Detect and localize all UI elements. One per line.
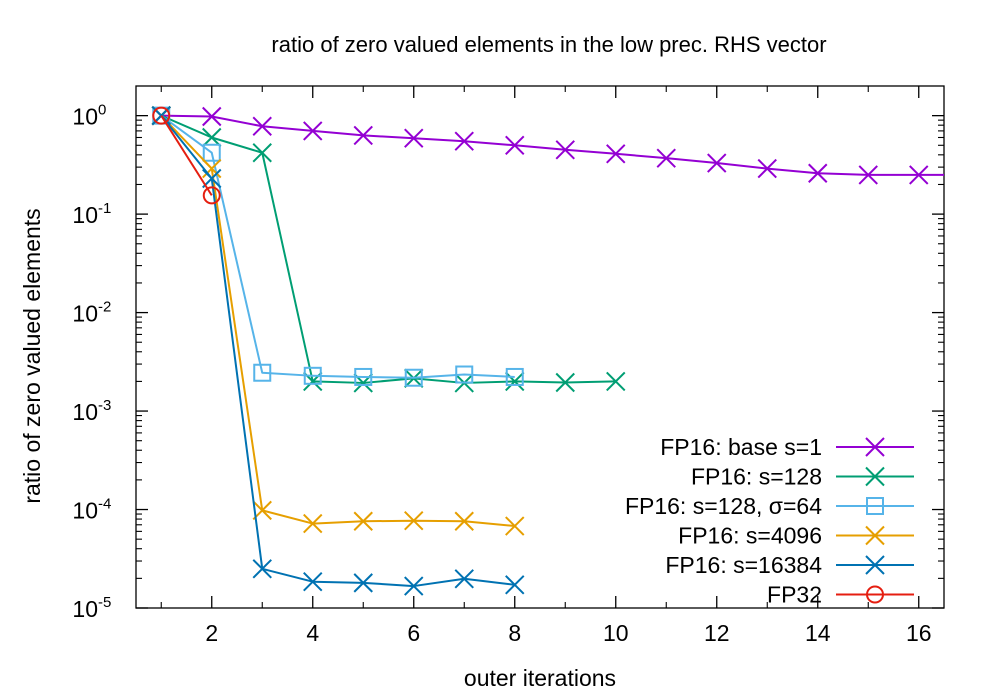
- legend-label: FP16: s=128, σ=64: [625, 493, 822, 519]
- x-tick-label: 12: [704, 620, 730, 646]
- legend-entry: FP16: s=4096: [678, 523, 914, 549]
- series-5: [152, 106, 221, 205]
- series-layer: [151, 105, 944, 596]
- series-line: [161, 114, 944, 176]
- data-point: [656, 148, 676, 168]
- data-point: [808, 163, 828, 183]
- data-point: [404, 128, 424, 148]
- x-tick-label: 14: [805, 620, 831, 646]
- legend-entry: FP16: s=16384: [665, 552, 914, 578]
- series-line: [160, 114, 515, 379]
- data-point: [707, 153, 727, 173]
- data-point: [252, 116, 272, 136]
- series-line: [160, 115, 515, 588]
- x-axis: 2 4 6 8 10 12 14 16: [160, 86, 932, 646]
- legend-label: FP32: [767, 582, 822, 608]
- data-point: [505, 575, 525, 595]
- data-point: [303, 366, 322, 385]
- data-point: [353, 125, 373, 146]
- chart-title: ratio of zero valued elements in the low…: [271, 32, 826, 57]
- data-point: [909, 165, 929, 185]
- data-point: [404, 368, 423, 387]
- y-tick-exponent: -2: [98, 299, 111, 316]
- legend-marker: [865, 437, 885, 457]
- y-axis-label: ratio of zero valued elements: [19, 208, 45, 503]
- data-point: [454, 131, 474, 151]
- data-point: [303, 513, 323, 534]
- data-point: [252, 143, 272, 163]
- data-point: [454, 511, 474, 531]
- legend: FP16: base s=1 FP16: s=128 FP16: s=128, σ=…: [625, 434, 914, 608]
- data-point: [505, 135, 525, 155]
- x-tick-label: 10: [603, 620, 629, 646]
- series-line: [160, 114, 616, 384]
- y-tick-exponent: 0: [98, 102, 106, 119]
- legend-label: FP16: base s=1: [660, 434, 822, 460]
- y-tick-label: 10: [72, 301, 98, 327]
- series-0: [151, 105, 944, 185]
- series-3: [151, 105, 525, 536]
- legend-marker: [866, 497, 884, 515]
- x-tick-label: 8: [508, 620, 521, 646]
- legend-marker: [866, 585, 884, 604]
- legend-label: FP16: s=128: [691, 464, 822, 490]
- legend-label: FP16: s=16384: [665, 552, 822, 578]
- legend-marker: [865, 466, 885, 487]
- data-point: [353, 511, 373, 531]
- y-tick-label: 10: [72, 596, 98, 622]
- x-tick-label: 4: [306, 620, 319, 646]
- y-tick-label: 10: [72, 104, 98, 130]
- data-point: [252, 559, 272, 579]
- legend-entry: FP16: s=128, σ=64: [625, 493, 914, 519]
- data-point: [202, 127, 222, 148]
- plot-frame: [135, 85, 945, 609]
- x-tick-label: 16: [906, 620, 932, 646]
- data-point: [404, 510, 424, 531]
- data-point: [202, 186, 221, 205]
- series-line: [160, 115, 213, 196]
- y-tick-exponent: -1: [98, 200, 111, 217]
- data-point: [757, 158, 777, 179]
- legend-entry: FP16: s=128: [691, 464, 914, 490]
- series-line: [160, 114, 515, 528]
- y-tick-label: 10: [72, 498, 98, 524]
- data-point: [202, 143, 221, 162]
- data-point: [303, 121, 323, 141]
- data-point: [303, 571, 323, 592]
- legend-marker: [865, 525, 885, 546]
- data-point: [858, 165, 878, 185]
- data-point: [455, 365, 474, 384]
- data-point: [253, 363, 272, 382]
- x-tick-label: 6: [407, 620, 420, 646]
- y-tick-label: 10: [72, 399, 98, 425]
- data-point: [353, 573, 373, 593]
- y-tick-label: 10: [72, 202, 98, 228]
- data-point: [555, 372, 575, 393]
- x-axis-label: outer iterations: [464, 665, 616, 691]
- data-point: [454, 569, 474, 589]
- legend-entry: FP32: [767, 582, 914, 608]
- data-point: [505, 371, 525, 392]
- data-point: [505, 367, 524, 386]
- data-point: [606, 371, 626, 392]
- data-point: [354, 367, 373, 386]
- y-tick-exponent: -4: [98, 496, 111, 513]
- data-point: [606, 144, 626, 164]
- data-point: [404, 576, 424, 596]
- data-point: [555, 140, 575, 160]
- data-point: [505, 516, 525, 536]
- legend-marker: [865, 555, 885, 575]
- legend-label: FP16: s=4096: [678, 523, 822, 549]
- legend-entry: FP16: base s=1: [660, 434, 914, 460]
- series-2: [152, 106, 524, 387]
- y-tick-exponent: -3: [98, 397, 111, 414]
- data-point: [152, 106, 171, 125]
- data-point: [202, 106, 222, 127]
- y-tick-exponent: -5: [98, 594, 111, 611]
- data-point: [202, 158, 222, 179]
- x-tick-label: 2: [205, 620, 218, 646]
